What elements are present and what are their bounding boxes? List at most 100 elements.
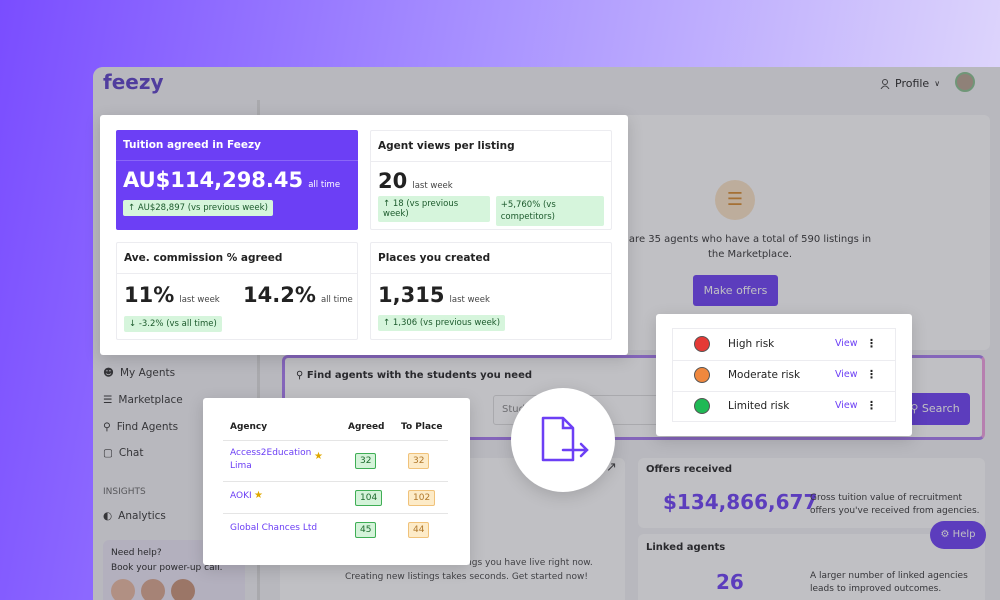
help-button-label: Help bbox=[952, 529, 976, 540]
agency-name[interactable]: Access2Education Lima bbox=[230, 448, 312, 471]
table-header: Agency bbox=[230, 422, 268, 432]
agreed-badge: 45 bbox=[355, 522, 377, 538]
help-button[interactable]: ⚙ Help bbox=[930, 521, 986, 549]
linked-value: 26 bbox=[716, 570, 744, 594]
stat-change-text: -3.2% (vs all time) bbox=[138, 319, 217, 329]
stat-change-text: 1,306 (vs previous week) bbox=[392, 318, 501, 328]
summary-text: are 35 agents who have a total of 590 li… bbox=[628, 234, 872, 260]
stat-value: 20 bbox=[378, 169, 408, 193]
divider bbox=[673, 360, 895, 361]
help-title: Need help? bbox=[111, 548, 162, 558]
listings-text: Creating new listings takes seconds. Get… bbox=[345, 572, 588, 582]
stat-period: last week bbox=[449, 295, 490, 305]
profile-label: Profile bbox=[895, 77, 930, 90]
logo[interactable]: feezy bbox=[103, 70, 164, 94]
stat-card: Places you created 1,315 last week ↑ 1,3… bbox=[370, 242, 612, 340]
stat-title: Places you created bbox=[371, 243, 611, 274]
summary-icon: ☰ bbox=[715, 180, 755, 220]
risk-list bbox=[672, 328, 896, 422]
view-link[interactable]: View bbox=[835, 369, 858, 380]
more-menu[interactable]: ⋮ bbox=[866, 399, 877, 412]
stat-period: all time bbox=[308, 180, 341, 190]
nav-item[interactable]: ▢ Chat bbox=[103, 447, 144, 459]
stat-period: last week bbox=[412, 181, 453, 191]
stat-value: 11% bbox=[124, 283, 175, 307]
nav-item[interactable]: ◐ Analytics bbox=[103, 510, 166, 522]
to-place-badge: 32 bbox=[408, 453, 430, 469]
help-text: Book your power-up call. bbox=[111, 563, 223, 573]
search-title-text: Find agents with the students you need bbox=[306, 370, 533, 381]
risk-dot bbox=[694, 367, 710, 383]
linked-card: Linked agents 26 A larger number of link… bbox=[638, 534, 985, 600]
divider bbox=[223, 440, 448, 441]
view-link[interactable]: View bbox=[835, 338, 858, 349]
nav-item[interactable]: ⚲ Find Agents bbox=[103, 421, 179, 433]
stat-change-text: AU$28,897 (vs previous week) bbox=[137, 203, 268, 213]
stat-card: Tuition agreed in Feezy AU$114,298.45 al… bbox=[116, 130, 358, 230]
risk-label: High risk bbox=[728, 338, 775, 350]
stat-change: ↑ 18 (vs previous week) bbox=[378, 196, 490, 222]
stat-period: last week bbox=[179, 295, 220, 305]
stat-card: Agent views per listing 20 last week ↑ 1… bbox=[370, 130, 612, 230]
agreed-badge: 104 bbox=[355, 490, 383, 506]
stat-change: ↓ -3.2% (vs all time) bbox=[124, 316, 222, 332]
divider bbox=[673, 391, 895, 392]
risk-label: Moderate risk bbox=[728, 369, 801, 381]
section-label: INSIGHTS bbox=[103, 487, 146, 497]
to-place-badge: 102 bbox=[408, 490, 436, 506]
offers-text: Gross tuition value of recruitment offer… bbox=[810, 493, 980, 516]
divider bbox=[223, 481, 448, 482]
avatar[interactable] bbox=[955, 72, 975, 92]
offers-card: Offers received $134,866,677 Gross tuiti… bbox=[638, 458, 985, 528]
search-title: ⚲ Find agents with the students you need bbox=[296, 370, 533, 381]
chevron: ∨ bbox=[934, 79, 941, 88]
agency-name[interactable]: AOKI bbox=[230, 491, 252, 501]
arrow-icon[interactable]: ↗ bbox=[606, 460, 617, 475]
more-menu[interactable]: ⋮ bbox=[866, 368, 877, 381]
to-place-badge: 44 bbox=[408, 522, 430, 538]
avatars bbox=[111, 579, 237, 600]
stat-title: Ave. commission % agreed bbox=[117, 243, 357, 274]
agency-name[interactable]: Global Chances Ltd bbox=[230, 523, 318, 533]
view-link[interactable]: View bbox=[835, 400, 858, 411]
risk-dot bbox=[694, 398, 710, 414]
risk-label: Limited risk bbox=[728, 400, 790, 412]
nav-label: Chat bbox=[118, 447, 144, 459]
make-offers-button[interactable]: Make offers bbox=[693, 275, 778, 306]
agreed-badge: 32 bbox=[355, 453, 377, 469]
profile-menu[interactable]: Profile ∨ bbox=[880, 77, 940, 90]
nav-label: Analytics bbox=[118, 510, 166, 522]
nav-label: My Agents bbox=[119, 367, 176, 379]
linked-text: A larger number of linked agencies leads… bbox=[810, 571, 968, 594]
nav-item[interactable]: ☻ My Agents bbox=[103, 367, 176, 379]
export-icon[interactable] bbox=[511, 388, 615, 492]
nav-label: Find Agents bbox=[116, 421, 179, 433]
search-button-label: Search bbox=[921, 402, 960, 415]
stat-change: ↑ 1,306 (vs previous week) bbox=[378, 315, 506, 331]
stat-period: all time bbox=[320, 295, 353, 305]
stat-change: +5,760% (vs competitors) bbox=[495, 196, 604, 226]
stat-value: 1,315 bbox=[378, 283, 445, 307]
stat-title: Tuition agreed in Feezy bbox=[116, 130, 358, 161]
stat-title: Agent views per listing bbox=[371, 131, 611, 162]
trophy: ★ bbox=[254, 490, 263, 501]
table-header: To Place bbox=[401, 422, 443, 432]
stat-change: ↑ AU$28,897 (vs previous week) bbox=[123, 200, 273, 216]
trophy: ★ bbox=[314, 451, 323, 462]
stat-value: AU$114,298.45 bbox=[123, 168, 304, 192]
stat-change-text: 18 (vs previous week) bbox=[383, 199, 459, 219]
nav-item[interactable]: ☰ Marketplace bbox=[103, 394, 183, 406]
more-menu[interactable]: ⋮ bbox=[866, 337, 877, 350]
table-header: Agreed bbox=[348, 422, 385, 432]
file-export-glyph bbox=[541, 416, 589, 462]
divider bbox=[223, 513, 448, 514]
linked-title: Linked agents bbox=[646, 542, 726, 553]
offers-value: $134,866,677 bbox=[663, 490, 818, 514]
profile-icon bbox=[880, 78, 890, 89]
nav-label: Marketplace bbox=[118, 394, 183, 406]
risk-dot bbox=[694, 336, 710, 352]
stat-card: Ave. commission % agreed 11% last week 1… bbox=[116, 242, 358, 340]
offers-title: Offers received bbox=[646, 464, 733, 475]
stat-value: 14.2% bbox=[243, 283, 316, 307]
